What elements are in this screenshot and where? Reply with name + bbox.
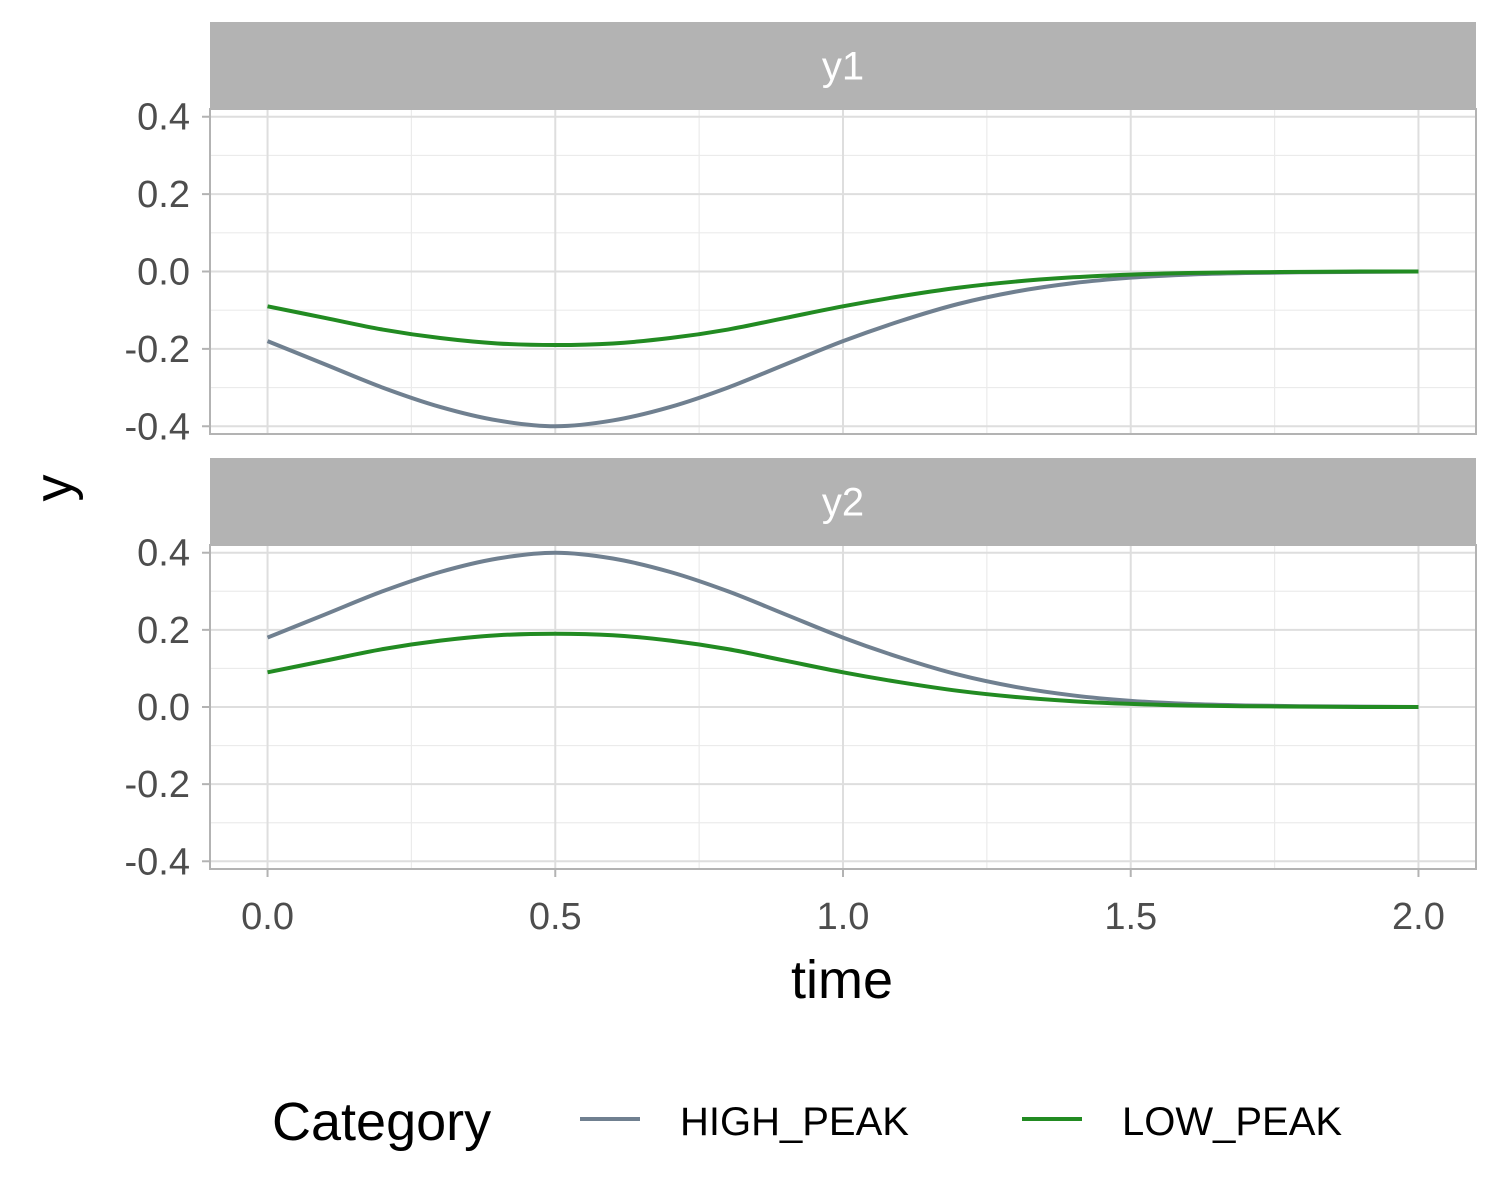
facet-panel-y1: y1 0.4 0.2 0.0 -0.2 -0.4 bbox=[125, 22, 1477, 448]
strip-y2 bbox=[210, 458, 1476, 545]
legend-label-high-peak: HIGH_PEAK bbox=[680, 1100, 909, 1144]
facet-panel-y2: y2 0.4 0.2 0.0 -0.2 -0.4 0.0 0.5 1.0 1.5 2.0 bbox=[125, 458, 1477, 938]
facets: y1 0.4 0.2 0.0 -0.2 -0.4 y2 0.4 0.2 0.0 -0.2 -0.4 0.… bbox=[125, 22, 1477, 938]
y-tick-label: 0.2 bbox=[137, 174, 190, 216]
y-tick-label: -0.2 bbox=[125, 329, 190, 371]
y-tick-label: 0.2 bbox=[137, 610, 190, 652]
series-line-y2-low-peak bbox=[267, 631, 1419, 710]
y-tick-label: 0.0 bbox=[137, 687, 190, 729]
y-axis-title: y bbox=[24, 475, 84, 502]
x-tick-label: 1.5 bbox=[1104, 896, 1157, 938]
x-tick-label: 0.0 bbox=[241, 896, 294, 938]
strip-label-y2: y2 bbox=[822, 481, 864, 525]
y-tick-label: -0.4 bbox=[125, 841, 190, 883]
x-tick-label: 1.0 bbox=[817, 896, 870, 938]
strip-label-y1: y1 bbox=[822, 45, 864, 89]
legend-title: Category bbox=[272, 1092, 491, 1152]
x-tick-label: 2.0 bbox=[1392, 896, 1445, 938]
y-tick-label: -0.4 bbox=[125, 406, 190, 448]
legend-label-low-peak: LOW_PEAK bbox=[1122, 1100, 1342, 1144]
y-tick-label: 0.4 bbox=[137, 533, 190, 575]
legend: Category HIGH_PEAK LOW_PEAK bbox=[272, 1092, 1342, 1152]
series-line-y1-low-peak bbox=[267, 269, 1419, 348]
x-tick-label: 0.5 bbox=[529, 896, 582, 938]
y-tick-label: 0.4 bbox=[137, 97, 190, 139]
x-axis-title: time bbox=[791, 950, 893, 1010]
y-tick-label: 0.0 bbox=[137, 252, 190, 294]
y-tick-label: -0.2 bbox=[125, 764, 190, 806]
strip-y1 bbox=[210, 22, 1476, 109]
